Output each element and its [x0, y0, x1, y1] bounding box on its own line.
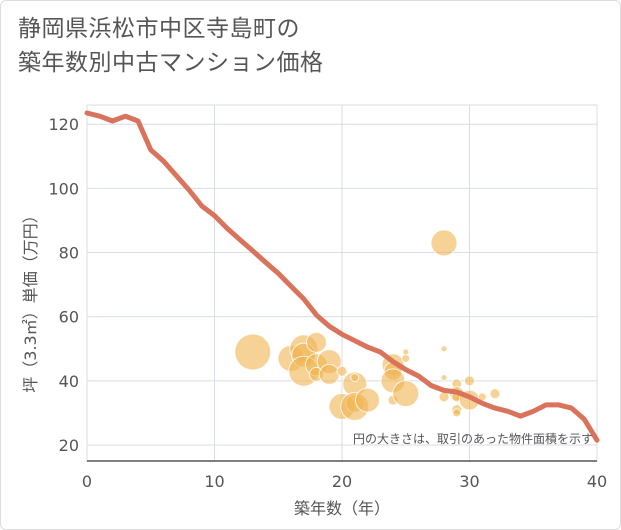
- data-point: [440, 374, 448, 382]
- size-annotation: 円の大きさは、取引のあった物件面積を示す: [353, 431, 593, 446]
- data-point: [464, 375, 475, 387]
- data-point: [430, 229, 458, 257]
- bubble-series: [234, 229, 501, 421]
- y-tick-label: 40: [59, 372, 79, 391]
- data-point: [336, 365, 348, 377]
- data-point: [489, 388, 501, 400]
- y-tick-label: 60: [59, 308, 79, 327]
- y-tick-label: 120: [48, 115, 79, 134]
- chart-title-line-2: 築年数別中古マンション価格: [18, 50, 324, 76]
- data-point: [350, 373, 360, 383]
- data-point: [392, 380, 420, 408]
- x-tick-label: 40: [587, 472, 607, 491]
- data-point: [452, 408, 462, 418]
- x-tick-label: 30: [459, 472, 479, 491]
- y-tick-label: 100: [48, 179, 79, 198]
- x-axis-label: 築年数（年）: [294, 499, 390, 518]
- y-tick-label: 80: [59, 244, 79, 263]
- data-point: [401, 353, 411, 363]
- data-point: [355, 387, 380, 413]
- data-point: [306, 331, 327, 353]
- x-tick-label: 20: [332, 472, 352, 491]
- data-point: [318, 363, 340, 385]
- x-tick-label: 0: [82, 472, 92, 491]
- tick-labels: 0 10 20 30 40 20 40 60 80 100 120: [48, 115, 607, 491]
- data-point: [234, 333, 272, 371]
- y-tick-label: 20: [59, 436, 79, 455]
- data-point: [440, 345, 448, 353]
- chart-title-line-1: 静岡県浜松市中区寺島町の: [18, 16, 300, 42]
- x-tick-label: 10: [204, 472, 224, 491]
- trend-line: [84, 110, 600, 443]
- y-axis-label: 坪（3.3㎡）単価（万円）: [21, 207, 40, 392]
- data-point: [402, 348, 410, 356]
- chart-title: 静岡県浜松市中区寺島町の 築年数別中古マンション価格: [18, 12, 324, 80]
